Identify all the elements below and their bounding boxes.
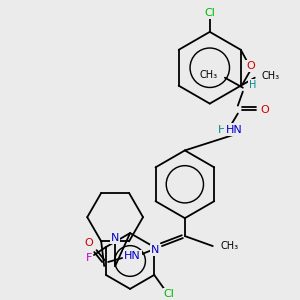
Text: O: O	[246, 61, 255, 71]
Text: H: H	[249, 80, 256, 90]
Text: Cl: Cl	[204, 8, 215, 18]
Text: HN: HN	[226, 124, 242, 134]
Text: HN: HN	[218, 124, 234, 134]
Text: O: O	[260, 105, 269, 115]
Text: F: F	[86, 253, 92, 263]
Text: HN: HN	[124, 251, 140, 261]
Text: CH₃: CH₃	[262, 71, 280, 81]
Text: CH₃: CH₃	[200, 70, 218, 80]
Text: N: N	[151, 245, 159, 255]
Text: N: N	[111, 233, 119, 243]
Text: O: O	[85, 238, 94, 248]
Text: CH₃: CH₃	[221, 241, 239, 251]
Text: Cl: Cl	[164, 289, 175, 299]
